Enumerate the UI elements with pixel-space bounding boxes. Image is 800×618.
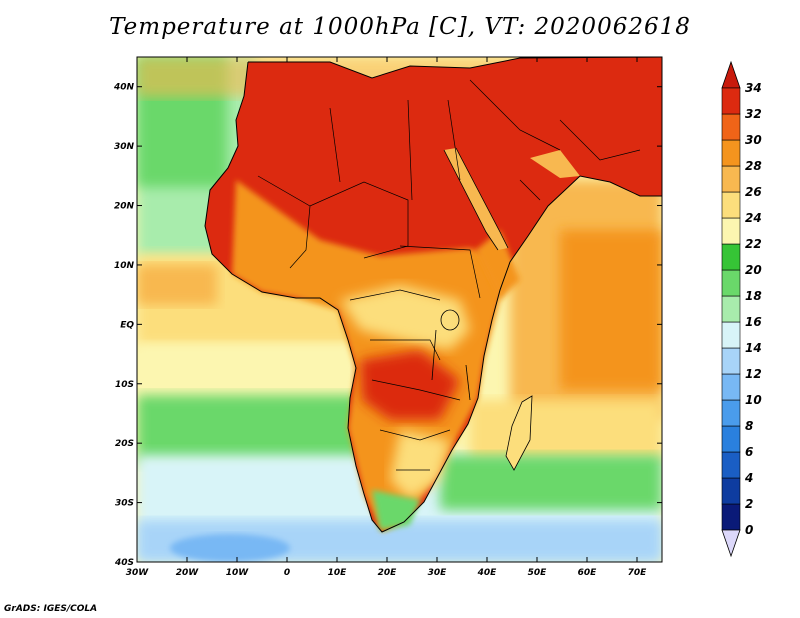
colorbar-segment [721, 165, 741, 193]
x-tick-label: 50E [528, 568, 548, 578]
colorbar-segment [721, 451, 741, 479]
y-tick-label: 40S [114, 558, 134, 568]
colorbar-segment [721, 347, 741, 375]
colorbar-label: 26 [745, 185, 762, 199]
colorbar-segment [721, 477, 741, 505]
x-tick-label: 40E [477, 568, 498, 578]
colorbar-label: 8 [745, 419, 753, 433]
colorbar-segment [721, 243, 741, 271]
colorbar-segment [721, 191, 741, 219]
colorbar-segment [721, 87, 741, 115]
y-tick-label: EQ [120, 320, 134, 330]
x-tick-label: 70E [628, 568, 648, 578]
credit-text: GrADS: IGES/COLA [4, 604, 98, 614]
ocean-indian-cool [440, 455, 662, 510]
y-tick-label: 20N [114, 202, 135, 212]
colorbar-label: 14 [745, 341, 762, 355]
x-tick-label: 10E [328, 568, 348, 578]
map-axes: 30W 20W 10W 0 10E 20E 30E 40E 50E 60E 70E 40N 30N 20N… [113, 57, 662, 578]
colorbar-label: 30 [745, 133, 762, 147]
y-tick-label: 30N [114, 142, 135, 152]
land-south-hot [360, 350, 460, 420]
ocean-indian-hot [560, 230, 662, 390]
coastline [204, 57, 662, 533]
persian-gulf [530, 150, 580, 178]
colorbar-segment [721, 321, 741, 349]
y-tick-label: 10N [114, 261, 135, 271]
y-tick-label: 30S [115, 499, 134, 509]
ocean-indian-mild [470, 400, 662, 460]
x-tick-label: 0 [284, 568, 290, 578]
colorbar-top-arrow [721, 60, 741, 89]
colorbar-label: 28 [745, 159, 762, 173]
y-tick-label: 40N [113, 83, 135, 93]
colorbar-segment [721, 503, 741, 531]
x-tick-label: 30W [126, 568, 150, 578]
land-cape-cool [372, 490, 420, 530]
colorbar-label: 24 [745, 211, 762, 225]
x-tick-label: 10W [226, 568, 250, 578]
lake-malawi [465, 364, 471, 401]
ocean-cold-patch [170, 534, 290, 562]
colorbar-segment [721, 139, 741, 167]
colorbar-label: 34 [745, 81, 762, 95]
colorbar-bottom-arrow [721, 529, 741, 558]
country-borders [257, 79, 641, 471]
red-sea [444, 148, 508, 250]
colorbar-label: 4 [744, 471, 753, 485]
y-tick-label: 20S [115, 439, 134, 449]
lake-tanganyika [431, 329, 437, 381]
colorbar-segment [721, 217, 741, 245]
colorbar-label: 12 [745, 367, 762, 381]
colorbar-label: 2 [745, 497, 753, 511]
lake-victoria [440, 309, 460, 331]
colorbar-segment [721, 295, 741, 323]
colorbar-label: 32 [745, 107, 762, 121]
colorbar-label: 16 [745, 315, 762, 329]
chart-title: Temperature at 1000hPa [C], VT: 20200626… [109, 14, 691, 40]
ocean-south-atlantic-mild [137, 345, 357, 400]
red-sea-coast [443, 147, 509, 251]
colorbar-label: 18 [745, 289, 762, 303]
y-tick-label: 10S [115, 380, 134, 390]
land-congo-mild [340, 285, 470, 350]
ocean-south-atlantic-cool [137, 395, 367, 465]
colorbar-label: 22 [745, 237, 762, 251]
ocean-gulf-warm [137, 265, 217, 305]
colorbar-segment [721, 425, 741, 453]
land-ethiopia-highlands [476, 230, 520, 300]
colorbar-segment [721, 399, 741, 427]
colorbar-label: 10 [745, 393, 762, 407]
colorbar-segment [721, 113, 741, 141]
land-madagascar [505, 395, 533, 471]
x-tick-label: 20W [176, 568, 200, 578]
colorbar-label: 20 [745, 263, 762, 277]
x-tick-label: 30E [428, 568, 448, 578]
colorbar-label: 0 [745, 523, 753, 537]
colorbar-segment [721, 269, 741, 297]
plot-frame [136, 56, 663, 563]
x-tick-label: 20E [378, 568, 398, 578]
x-tick-label: 60E [578, 568, 598, 578]
colorbar-label: 6 [745, 445, 753, 459]
colorbar-segment [721, 373, 741, 401]
map-field [137, 57, 662, 562]
